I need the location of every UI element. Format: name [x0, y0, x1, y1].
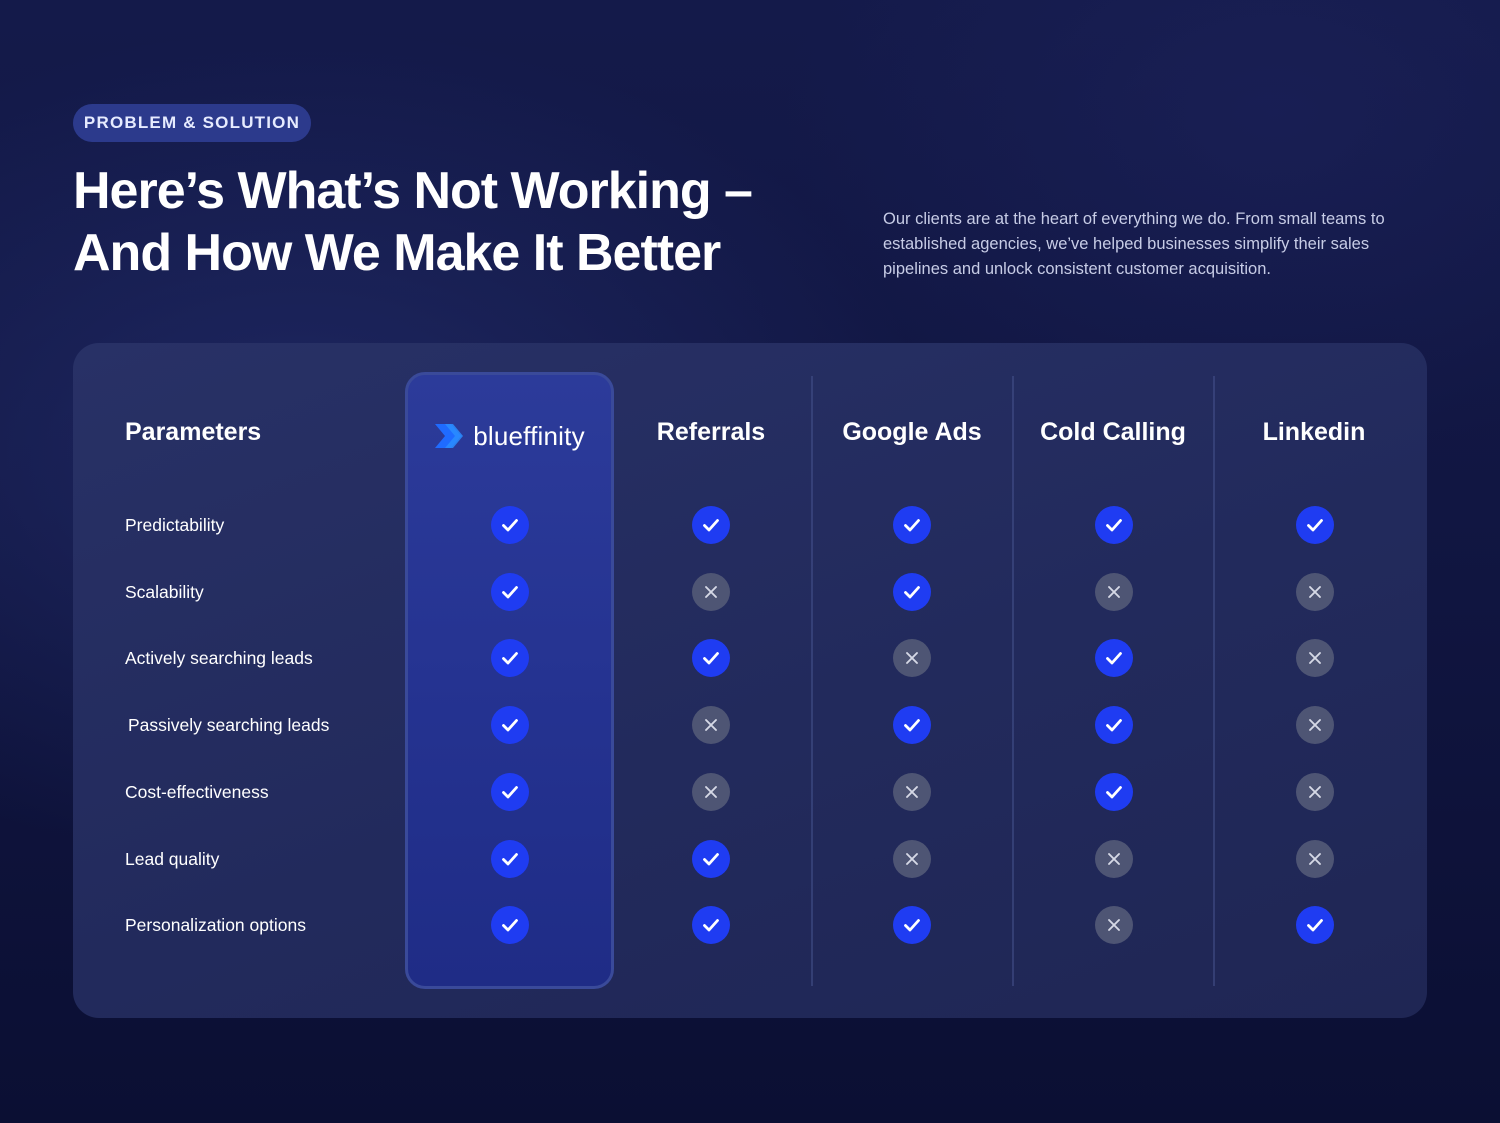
column-header-referrals: Referrals	[656, 418, 766, 446]
check-icon	[491, 772, 529, 811]
check-icon	[893, 506, 931, 544]
cross-icon	[893, 639, 931, 678]
comparison-panel	[73, 343, 1427, 1018]
cross-icon	[893, 772, 931, 811]
section-badge: PROBLEM & SOLUTION	[73, 104, 311, 142]
check-icon	[1095, 639, 1133, 678]
column-header-linkedin: Linkedin	[1262, 418, 1366, 446]
column-header-google-ads: Google Ads	[842, 418, 982, 446]
check-icon	[1095, 772, 1133, 811]
section-description: Our clients are at the heart of everythi…	[883, 210, 1385, 278]
cross-icon	[1296, 572, 1334, 611]
check-icon	[1296, 506, 1334, 544]
check-icon	[893, 706, 931, 745]
parameter-label: Predictability	[125, 515, 225, 535]
check-icon	[692, 839, 730, 878]
cross-icon	[692, 572, 730, 611]
cross-icon	[1296, 772, 1334, 811]
parameters-header: Parameters	[125, 418, 262, 446]
cross-icon	[1296, 706, 1334, 745]
brand-header: blueffinity	[410, 416, 610, 456]
check-icon	[491, 906, 529, 945]
check-icon	[1095, 706, 1133, 745]
cross-icon	[1095, 839, 1133, 878]
page-title: Here’s What’s Not Working – And How We M…	[73, 160, 793, 284]
parameter-label: Passively searching leads	[128, 715, 330, 736]
check-icon	[893, 572, 931, 611]
check-icon	[491, 706, 529, 745]
title-line-2: And How We Make It Better	[73, 224, 721, 282]
column-divider	[811, 376, 813, 986]
cross-icon	[1296, 639, 1334, 678]
parameter-label: Lead quality	[125, 848, 220, 869]
check-icon	[491, 639, 529, 678]
check-icon	[692, 906, 730, 945]
column-header-cold-calling: Cold Calling	[1040, 418, 1186, 446]
parameter-label: Cost-effectiveness	[125, 781, 269, 802]
title-line-1: Here’s What’s Not Working –	[73, 162, 753, 220]
blueffinity-highlight-column	[405, 372, 614, 989]
column-divider	[1213, 376, 1215, 986]
check-icon	[491, 839, 529, 878]
brand-name: blueffinity	[473, 420, 585, 451]
column-divider	[1012, 376, 1014, 986]
check-icon	[1296, 906, 1334, 945]
parameter-label: Personalization options	[125, 915, 306, 936]
cross-icon	[1296, 839, 1334, 878]
check-icon	[692, 639, 730, 678]
parameter-label: Scalability	[125, 581, 204, 602]
parameter-label: Actively searching leads	[125, 648, 313, 669]
cross-icon	[692, 772, 730, 811]
cross-icon	[1095, 572, 1133, 611]
check-icon	[1095, 506, 1133, 544]
check-icon	[893, 906, 931, 945]
cross-icon	[692, 706, 730, 745]
check-icon	[491, 572, 529, 611]
cross-icon	[893, 839, 931, 878]
check-icon	[692, 506, 730, 544]
cross-icon	[1095, 906, 1133, 945]
blueffinity-logo-icon	[435, 424, 465, 448]
check-icon	[491, 506, 529, 544]
